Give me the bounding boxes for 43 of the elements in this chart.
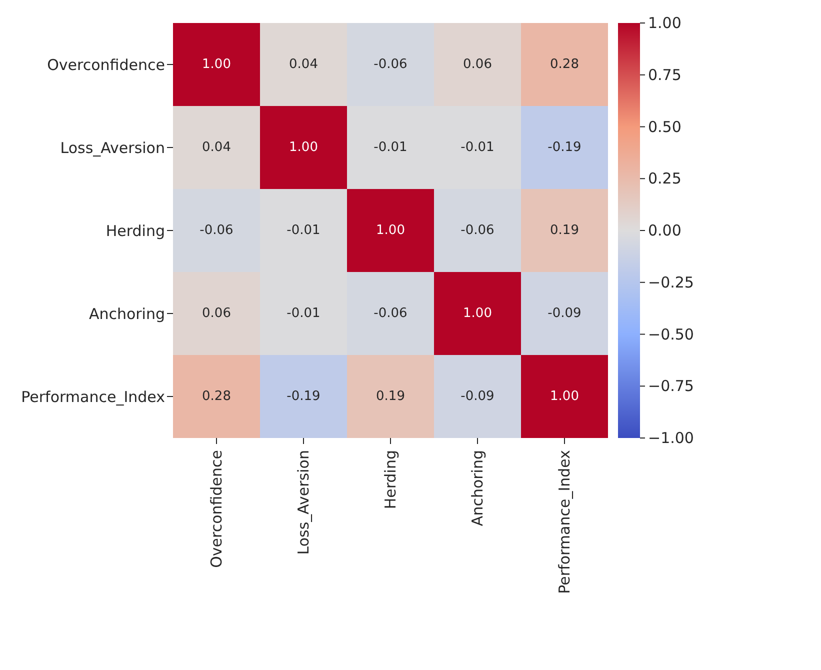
x-tick-label: Anchoring: [468, 450, 486, 526]
data-label: 0.06: [202, 306, 231, 321]
data-label: -0.09: [460, 389, 494, 404]
data-label: -0.19: [286, 389, 320, 404]
color-bar-label: 0.25: [648, 170, 682, 188]
data-label: 0.06: [463, 57, 492, 72]
data-label: -0.06: [374, 57, 408, 72]
data-label: 0.28: [550, 57, 579, 72]
data-label: 1.00: [463, 306, 492, 321]
data-label: -0.01: [286, 306, 320, 321]
x-tick-label: Loss_Aversion: [294, 450, 312, 555]
color-bar-label: 0.00: [648, 222, 682, 240]
color-bar-label: −0.75: [648, 377, 694, 396]
y-tick-label: Loss_Aversion: [60, 138, 165, 157]
color-bar-label: 0.50: [648, 118, 682, 136]
data-label: -0.06: [374, 306, 408, 321]
x-tick-label: Performance_Index: [556, 450, 574, 594]
color-bar-label: −0.25: [648, 273, 694, 292]
data-label: -0.01: [286, 223, 320, 238]
y-tick-label: Anchoring: [88, 304, 165, 323]
y-tick-label: Performance_Index: [21, 388, 166, 406]
color-bar-label: 1.00: [648, 14, 682, 32]
data-label: -0.06: [460, 223, 494, 238]
data-label: -0.01: [460, 140, 494, 155]
data-label: 1.00: [376, 223, 405, 238]
data-label: 0.04: [202, 140, 231, 155]
data-label: 1.00: [550, 389, 579, 404]
x-tick-label: Herding: [382, 450, 400, 510]
y-tick-label: Herding: [106, 222, 165, 240]
y-tick-label: Overconfidence: [47, 56, 165, 74]
data-label: 0.19: [550, 223, 579, 238]
data-label: -0.01: [374, 140, 408, 155]
color-bar-label: −1.00: [648, 429, 694, 447]
color-bar-label: 0.75: [648, 66, 682, 84]
data-label: 0.04: [289, 57, 318, 72]
data-label: -0.06: [200, 223, 234, 238]
data-label: 1.00: [289, 140, 318, 155]
color-bar-label: −0.50: [648, 325, 694, 344]
data-label: 0.19: [376, 389, 405, 404]
data-label: 1.00: [202, 57, 231, 72]
data-label: -0.19: [548, 140, 582, 155]
data-label: -0.09: [548, 306, 582, 321]
data-label: 0.28: [202, 389, 231, 404]
